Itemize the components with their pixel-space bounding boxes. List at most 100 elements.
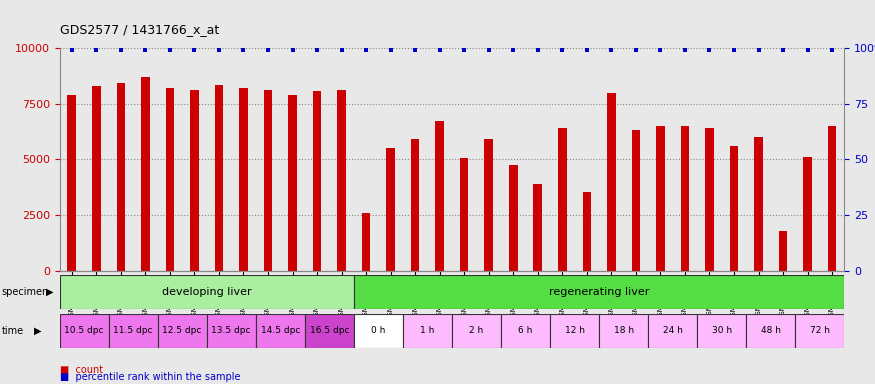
- Bar: [746, 314, 795, 348]
- Point: [138, 47, 152, 53]
- Point: [187, 47, 201, 53]
- Bar: [803, 157, 812, 271]
- Point: [531, 47, 545, 53]
- Text: 12.5 dpc: 12.5 dpc: [163, 326, 202, 335]
- Bar: [411, 139, 419, 271]
- Text: regenerating liver: regenerating liver: [549, 287, 649, 297]
- Point: [801, 47, 815, 53]
- Text: time: time: [2, 326, 24, 336]
- Bar: [730, 146, 738, 271]
- Bar: [558, 128, 567, 271]
- Bar: [387, 148, 395, 271]
- Text: 11.5 dpc: 11.5 dpc: [114, 326, 153, 335]
- Bar: [828, 126, 836, 271]
- Bar: [754, 137, 763, 271]
- Bar: [509, 165, 517, 271]
- Point: [65, 47, 79, 53]
- Point: [408, 47, 422, 53]
- Bar: [485, 139, 493, 271]
- Point: [114, 47, 128, 53]
- Bar: [795, 314, 844, 348]
- Bar: [648, 314, 697, 348]
- Bar: [67, 95, 76, 271]
- Text: 10.5 dpc: 10.5 dpc: [64, 326, 104, 335]
- Text: 2 h: 2 h: [469, 326, 484, 335]
- Text: ▶: ▶: [46, 287, 53, 297]
- Bar: [60, 314, 108, 348]
- Text: 12 h: 12 h: [564, 326, 584, 335]
- Bar: [656, 126, 665, 271]
- Point: [752, 47, 766, 53]
- Bar: [779, 231, 788, 271]
- Bar: [288, 95, 297, 271]
- Bar: [312, 91, 321, 271]
- Point: [556, 47, 570, 53]
- Point: [163, 47, 177, 53]
- Text: 48 h: 48 h: [760, 326, 780, 335]
- Text: ■  count: ■ count: [60, 365, 102, 375]
- Point: [383, 47, 397, 53]
- Point: [285, 47, 299, 53]
- Bar: [534, 184, 542, 271]
- Point: [727, 47, 741, 53]
- Text: ■  percentile rank within the sample: ■ percentile rank within the sample: [60, 372, 240, 382]
- Bar: [354, 275, 844, 309]
- Point: [359, 47, 373, 53]
- Bar: [206, 314, 256, 348]
- Point: [703, 47, 717, 53]
- Bar: [361, 213, 370, 271]
- Bar: [681, 126, 690, 271]
- Bar: [214, 85, 223, 271]
- Point: [261, 47, 275, 53]
- Text: 30 h: 30 h: [711, 326, 732, 335]
- Text: 0 h: 0 h: [371, 326, 386, 335]
- Bar: [158, 314, 206, 348]
- Bar: [697, 314, 746, 348]
- Bar: [705, 128, 714, 271]
- Point: [482, 47, 496, 53]
- Point: [89, 47, 103, 53]
- Point: [678, 47, 692, 53]
- Text: 13.5 dpc: 13.5 dpc: [212, 326, 251, 335]
- Point: [654, 47, 668, 53]
- Text: 14.5 dpc: 14.5 dpc: [261, 326, 300, 335]
- Bar: [141, 77, 150, 271]
- Point: [458, 47, 472, 53]
- Point: [334, 47, 348, 53]
- Point: [605, 47, 619, 53]
- Text: 18 h: 18 h: [613, 326, 634, 335]
- Bar: [165, 88, 174, 271]
- Bar: [263, 90, 272, 271]
- Bar: [632, 131, 640, 271]
- Text: 24 h: 24 h: [662, 326, 682, 335]
- Text: GDS2577 / 1431766_x_at: GDS2577 / 1431766_x_at: [60, 23, 219, 36]
- Bar: [239, 88, 248, 271]
- Bar: [304, 314, 354, 348]
- Bar: [402, 314, 452, 348]
- Bar: [607, 93, 616, 271]
- Point: [825, 47, 839, 53]
- Bar: [501, 314, 550, 348]
- Bar: [92, 86, 101, 271]
- Point: [310, 47, 324, 53]
- Text: 16.5 dpc: 16.5 dpc: [310, 326, 349, 335]
- Bar: [460, 158, 468, 271]
- Bar: [452, 314, 501, 348]
- Bar: [108, 314, 158, 348]
- Point: [507, 47, 521, 53]
- Bar: [337, 90, 346, 271]
- Point: [236, 47, 250, 53]
- Bar: [255, 314, 304, 348]
- Text: ▶: ▶: [34, 326, 42, 336]
- Point: [629, 47, 643, 53]
- Text: 72 h: 72 h: [810, 326, 829, 335]
- Point: [432, 47, 446, 53]
- Text: specimen: specimen: [2, 287, 49, 297]
- Bar: [60, 275, 354, 309]
- Text: 1 h: 1 h: [420, 326, 435, 335]
- Bar: [583, 192, 592, 271]
- Bar: [599, 314, 648, 348]
- Bar: [354, 314, 402, 348]
- Bar: [550, 314, 599, 348]
- Text: developing liver: developing liver: [162, 287, 251, 297]
